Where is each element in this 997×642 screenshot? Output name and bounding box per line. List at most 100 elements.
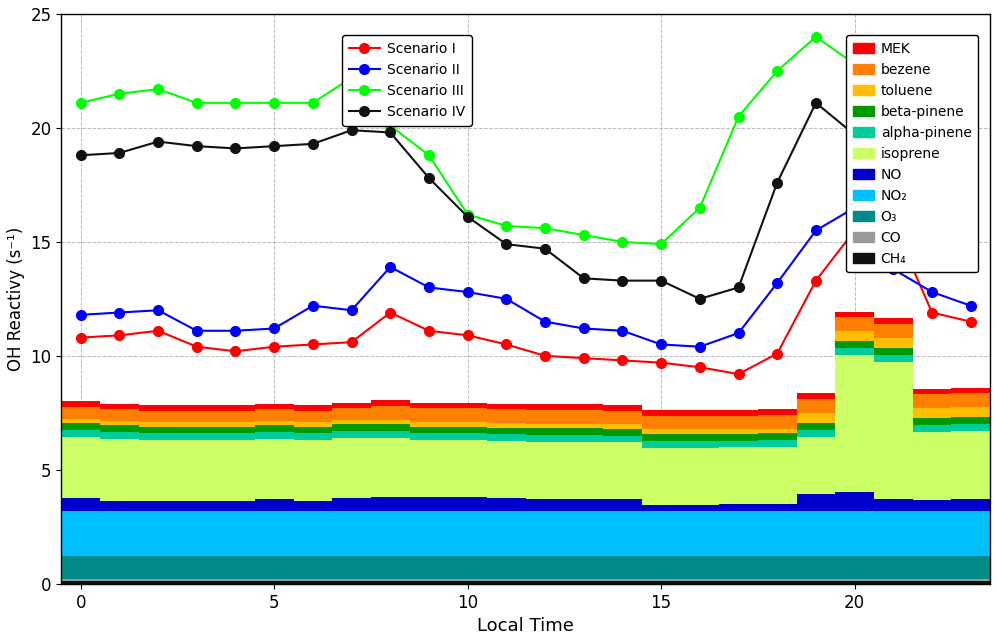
Bar (293, 501, 332, 511)
Bar (487, 404, 525, 410)
Bar (681, 579, 719, 582)
Bar (912, 582, 951, 584)
Scenario II (539, 318, 551, 325)
Bar (564, 442, 603, 499)
Bar (912, 394, 951, 408)
Bar (139, 422, 177, 426)
Bar (449, 579, 487, 582)
Bar (681, 582, 719, 584)
Bar (177, 410, 216, 422)
Bar (525, 511, 564, 557)
Bar (564, 511, 603, 557)
Legend: MEK, bezene, toluene, beta-pinene, alpha-pinene, isoprene, NO, NO₂, O₃, CO, CH₄: MEK, bezene, toluene, beta-pinene, alpha… (845, 35, 978, 272)
Bar (332, 498, 371, 511)
Bar (293, 405, 332, 410)
Bar (642, 582, 681, 584)
Bar (255, 499, 293, 511)
Bar (564, 428, 603, 435)
Scenario I (926, 309, 938, 317)
Bar (912, 419, 951, 425)
Scenario IV (114, 149, 126, 157)
Scenario I (694, 363, 706, 371)
Bar (951, 417, 990, 424)
Bar (681, 505, 719, 511)
Bar (874, 511, 912, 557)
Bar (139, 511, 177, 557)
Bar (797, 429, 835, 437)
Bar (449, 403, 487, 408)
Bar (410, 403, 449, 408)
Bar (681, 511, 719, 557)
Bar (758, 447, 797, 504)
Bar (603, 429, 642, 436)
Bar (100, 432, 139, 439)
Bar (139, 433, 177, 440)
Bar (951, 582, 990, 584)
Bar (216, 422, 255, 426)
Bar (874, 557, 912, 579)
Bar (410, 426, 449, 433)
Bar (255, 439, 293, 499)
Bar (525, 435, 564, 442)
Bar (293, 582, 332, 584)
Bar (293, 579, 332, 582)
Scenario IV (655, 277, 667, 284)
Bar (62, 401, 100, 407)
Bar (525, 499, 564, 511)
Bar (912, 432, 951, 500)
Bar (564, 424, 603, 428)
Bar (487, 441, 525, 498)
Scenario III (810, 33, 822, 40)
Bar (797, 399, 835, 413)
Scenario I (733, 370, 745, 378)
Bar (603, 582, 642, 584)
Bar (332, 557, 371, 579)
Bar (487, 498, 525, 511)
Scenario II (229, 327, 241, 334)
Scenario I (810, 277, 822, 284)
Bar (371, 420, 410, 424)
Bar (100, 511, 139, 557)
Bar (62, 582, 100, 584)
Bar (177, 557, 216, 579)
Scenario III (229, 99, 241, 107)
Bar (603, 424, 642, 429)
Bar (642, 579, 681, 582)
Bar (719, 447, 758, 505)
Bar (487, 423, 525, 428)
Bar (177, 405, 216, 410)
Bar (758, 504, 797, 511)
Scenario II (887, 265, 899, 273)
Scenario I (500, 341, 512, 349)
Scenario III (539, 224, 551, 232)
Bar (564, 410, 603, 424)
Scenario I (229, 347, 241, 355)
Scenario I (423, 327, 435, 334)
Scenario III (926, 94, 938, 102)
Bar (332, 582, 371, 584)
Bar (642, 511, 681, 557)
Bar (951, 407, 990, 417)
Scenario II (578, 325, 590, 333)
X-axis label: Local Time: Local Time (478, 617, 574, 635)
Bar (371, 497, 410, 511)
Bar (681, 434, 719, 441)
Scenario III (965, 94, 977, 102)
Bar (874, 324, 912, 338)
Scenario II (694, 343, 706, 351)
Scenario IV (462, 213, 474, 221)
Bar (100, 426, 139, 432)
Bar (525, 404, 564, 410)
Scenario I (965, 318, 977, 325)
Bar (797, 394, 835, 399)
Scenario I (616, 356, 628, 364)
Bar (410, 557, 449, 579)
Bar (216, 511, 255, 557)
Bar (449, 408, 487, 422)
Bar (874, 499, 912, 511)
Scenario I (462, 331, 474, 339)
Bar (255, 404, 293, 410)
Scenario IV (423, 174, 435, 182)
Bar (797, 423, 835, 429)
Bar (62, 430, 100, 437)
